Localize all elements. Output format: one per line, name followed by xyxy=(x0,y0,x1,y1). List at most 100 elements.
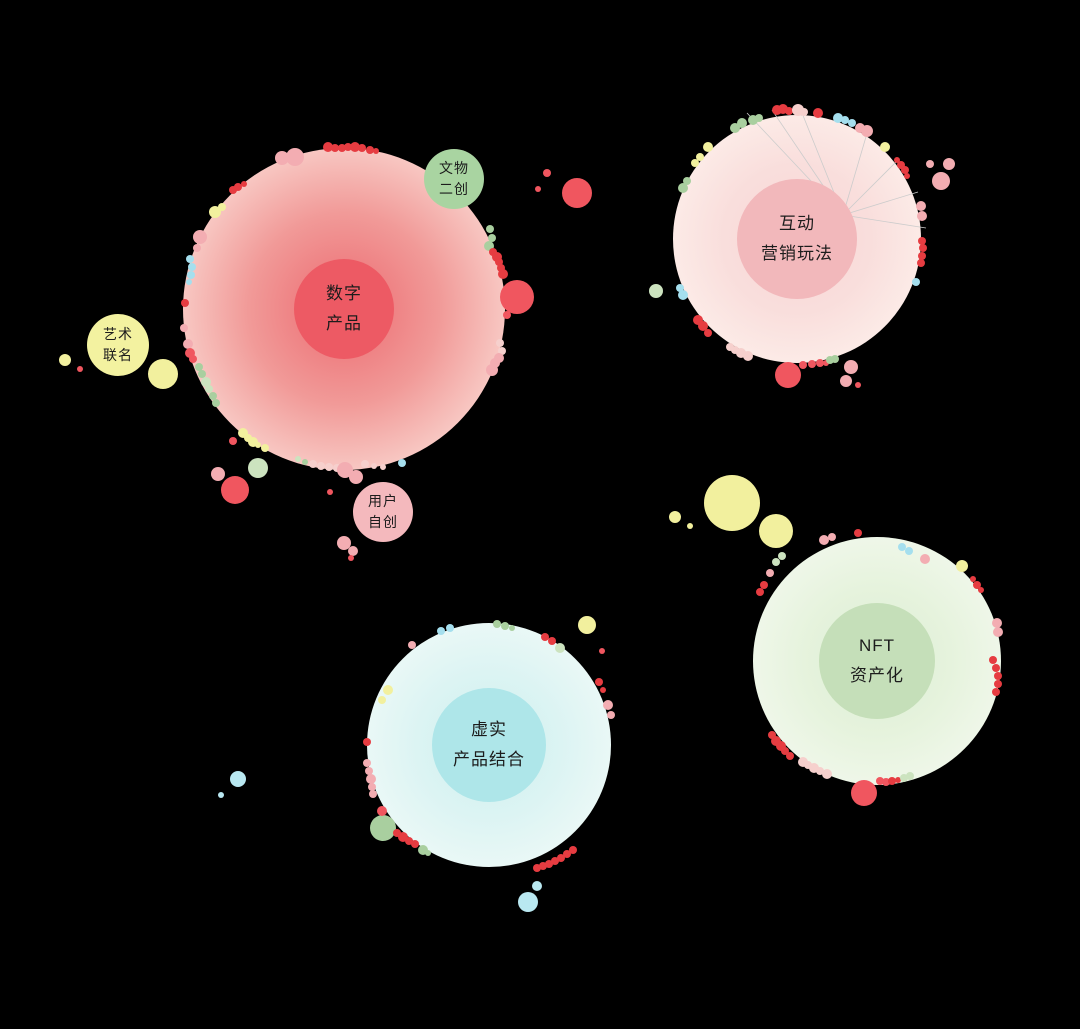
edge-dot xyxy=(799,361,807,369)
edge-dot xyxy=(533,864,541,872)
edge-dot xyxy=(901,166,909,174)
edge-dot xyxy=(776,741,786,751)
edge-dot xyxy=(380,464,386,470)
edge-dot xyxy=(992,618,1002,628)
edge-dot xyxy=(876,777,884,785)
edge-dot xyxy=(551,857,559,865)
edge-dot xyxy=(555,643,565,653)
edge-dot xyxy=(418,845,428,855)
satellite-label-line: 自创 xyxy=(368,514,398,530)
edge-dot xyxy=(350,142,360,152)
edge-dot xyxy=(833,113,843,123)
edge-dot xyxy=(344,143,352,151)
cluster-label-nft-assetization: NFT 资产化 xyxy=(850,631,904,691)
edge-dot xyxy=(771,736,781,746)
cluster-label-line: 营销玩法 xyxy=(761,244,833,263)
free-bubble xyxy=(943,158,955,170)
cluster-label-line: 产品结合 xyxy=(453,750,525,769)
edge-dot xyxy=(808,360,816,368)
edge-dot xyxy=(904,173,910,179)
edge-dot xyxy=(501,622,509,630)
edge-dot xyxy=(822,769,832,779)
edge-dot xyxy=(365,767,373,775)
edge-dot xyxy=(255,442,261,448)
free-bubble xyxy=(248,458,268,478)
edge-dot xyxy=(186,279,192,285)
satellite-label-line: 二创 xyxy=(439,181,469,197)
edge-dot xyxy=(816,767,824,775)
edge-dot xyxy=(898,543,906,551)
edge-dot xyxy=(906,772,914,780)
edge-dot xyxy=(195,363,203,371)
edge-dot xyxy=(241,181,247,187)
edge-dot xyxy=(490,358,500,368)
cluster-label-interactive-marketing: 互动 营销玩法 xyxy=(761,209,833,269)
edge-dot xyxy=(992,688,1000,696)
edge-dot xyxy=(785,107,793,115)
edge-dot xyxy=(393,829,401,837)
satellite-label-user-created: 用户 自创 xyxy=(368,491,398,533)
edge-dot xyxy=(731,346,739,354)
free-bubble xyxy=(932,172,950,190)
edge-dot xyxy=(201,377,211,387)
edge-dot xyxy=(768,731,776,739)
edge-dot xyxy=(408,641,416,649)
edge-dot xyxy=(994,680,1002,688)
free-bubble xyxy=(229,437,237,445)
free-bubble xyxy=(337,536,351,550)
free-bubble xyxy=(327,489,333,495)
cluster-virtual-real-combination[interactable]: 虚实 产品结合 xyxy=(432,688,546,802)
edge-dot xyxy=(180,324,188,332)
cluster-digital-products[interactable]: 数字 产品 xyxy=(294,259,394,359)
free-bubble xyxy=(211,467,225,481)
edge-dot xyxy=(358,144,366,152)
edge-dot xyxy=(398,459,406,467)
satellite-art-collaboration[interactable]: 艺术 联名 xyxy=(87,314,149,376)
free-bubble xyxy=(704,475,760,531)
edge-dot xyxy=(361,460,369,468)
satellite-label-line: 艺术 xyxy=(103,326,133,342)
edge-dot xyxy=(737,118,747,128)
edge-dot xyxy=(509,625,515,631)
edge-dot xyxy=(778,552,786,560)
cluster-label-line: 资产化 xyxy=(850,666,904,685)
edge-dot xyxy=(882,778,890,786)
edge-dot xyxy=(989,656,997,664)
free-bubble xyxy=(503,311,511,319)
edge-dot xyxy=(563,850,571,858)
edge-dot xyxy=(920,554,930,564)
edge-dot xyxy=(900,774,908,782)
edge-dot xyxy=(736,348,746,358)
edge-dot xyxy=(855,123,865,133)
edge-dot xyxy=(437,627,445,635)
edge-dot xyxy=(181,299,189,307)
edge-dot xyxy=(607,711,615,719)
edge-dot xyxy=(826,356,834,364)
free-bubble xyxy=(77,366,83,372)
edge-dot xyxy=(854,529,862,537)
free-bubble xyxy=(348,546,358,556)
satellite-relic-recreation[interactable]: 文物 二创 xyxy=(424,149,484,209)
edge-dot xyxy=(888,777,896,785)
edge-dot xyxy=(557,854,565,862)
satellite-user-created[interactable]: 用户 自创 xyxy=(353,482,413,542)
edge-dot xyxy=(994,672,1002,680)
edge-dot xyxy=(918,252,926,260)
free-bubble xyxy=(500,280,534,314)
edge-dot xyxy=(548,637,556,645)
satellite-label-line: 联名 xyxy=(103,347,133,363)
edge-dot xyxy=(275,151,289,165)
edge-dot xyxy=(756,588,764,596)
edge-dot xyxy=(678,183,688,193)
edge-dot xyxy=(366,774,376,784)
edge-dot xyxy=(495,258,503,266)
edge-dot xyxy=(828,533,836,541)
edge-dot xyxy=(198,370,206,378)
edge-dot xyxy=(373,148,379,154)
cluster-interactive-marketing[interactable]: 互动 营销玩法 xyxy=(737,179,857,299)
cluster-nft-assetization[interactable]: NFT 资产化 xyxy=(819,603,935,719)
edge-dot xyxy=(978,587,984,593)
satellite-label-line: 文物 xyxy=(439,160,469,176)
free-bubble xyxy=(840,375,852,387)
